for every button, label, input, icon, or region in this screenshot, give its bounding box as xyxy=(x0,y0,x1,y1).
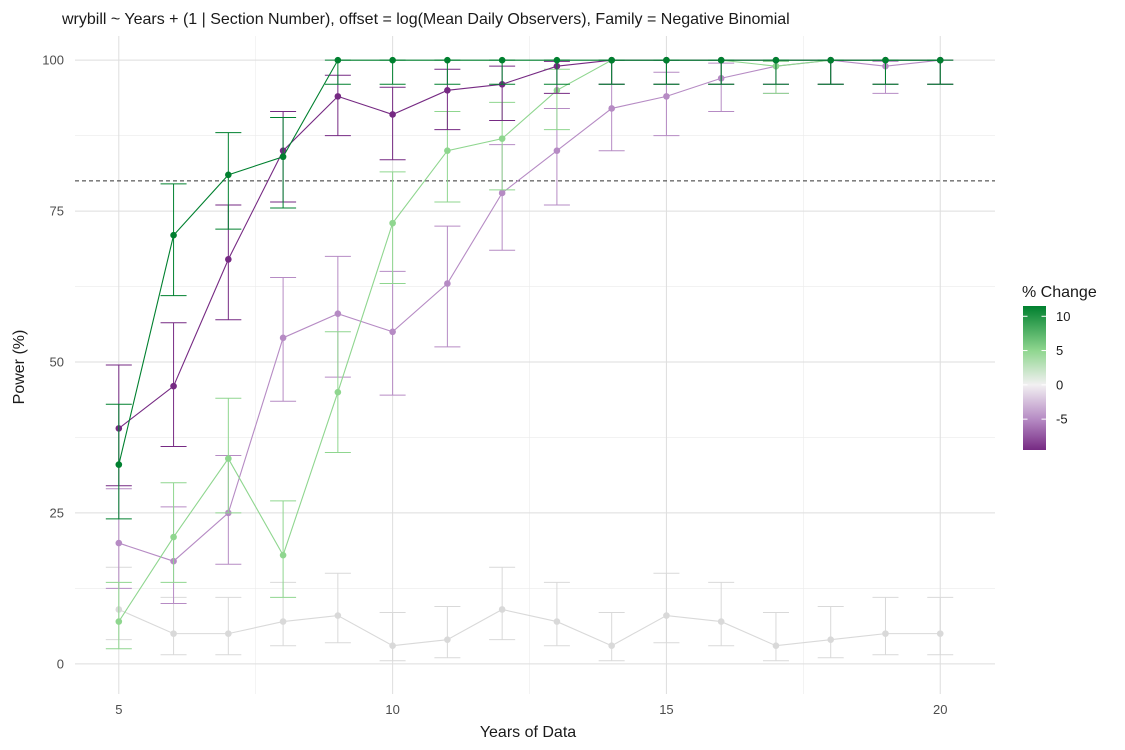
data-point xyxy=(772,642,780,650)
x-tick-label: 10 xyxy=(385,702,399,717)
series-line xyxy=(118,608,941,647)
data-point xyxy=(553,618,561,625)
data-point xyxy=(553,56,561,64)
data-point xyxy=(444,147,451,154)
series xyxy=(105,566,954,662)
series-group xyxy=(105,56,954,662)
x-tick-label: 5 xyxy=(115,702,122,717)
y-tick-label: 25 xyxy=(50,505,64,520)
x-axis-title: Years of Data xyxy=(480,724,576,741)
data-point xyxy=(170,382,177,390)
legend-tick-label: 10 xyxy=(1056,309,1070,324)
data-point xyxy=(115,461,123,468)
legend-tick-label: 0 xyxy=(1056,377,1063,392)
data-point xyxy=(772,56,780,64)
x-tick-label: 20 xyxy=(933,702,947,717)
data-point xyxy=(225,455,232,462)
series xyxy=(105,56,954,520)
data-point xyxy=(936,630,944,637)
data-point xyxy=(225,256,232,263)
grid xyxy=(75,36,995,694)
data-point xyxy=(279,334,287,342)
data-point xyxy=(170,231,177,239)
x-tick-label: 15 xyxy=(659,702,673,717)
data-point xyxy=(444,280,451,287)
data-point xyxy=(663,612,670,619)
y-tick-label: 50 xyxy=(50,354,64,369)
data-point xyxy=(334,612,342,619)
data-point xyxy=(936,56,944,64)
plot-panel xyxy=(75,36,995,694)
data-point xyxy=(334,310,342,317)
y-tick-label: 75 xyxy=(50,204,64,219)
data-point xyxy=(444,56,451,64)
legend: % Change 10 5 0 -5 xyxy=(1022,284,1097,450)
data-point xyxy=(717,56,725,64)
data-point xyxy=(553,147,561,154)
data-point xyxy=(389,328,396,336)
data-point xyxy=(498,606,506,613)
data-point xyxy=(882,56,889,64)
data-point xyxy=(170,533,177,541)
data-point xyxy=(608,56,615,64)
data-point xyxy=(225,171,232,179)
data-point xyxy=(498,189,506,197)
data-point xyxy=(389,219,396,227)
series-line xyxy=(118,59,941,465)
data-point xyxy=(389,111,396,118)
data-point xyxy=(115,618,123,625)
data-point xyxy=(389,642,396,650)
data-point xyxy=(882,630,889,637)
data-point xyxy=(170,630,177,637)
data-point xyxy=(279,153,287,161)
data-point xyxy=(115,539,123,547)
data-point xyxy=(334,93,342,100)
data-point xyxy=(827,56,835,64)
data-point xyxy=(334,388,342,396)
y-tick-label: 0 xyxy=(57,656,64,671)
legend-tick-label: -5 xyxy=(1056,412,1068,427)
legend-colorbar xyxy=(1023,306,1046,450)
data-point xyxy=(827,636,835,643)
chart-title: wrybill ~ Years + (1 | Section Number), … xyxy=(61,11,790,28)
data-point xyxy=(498,56,506,64)
data-point xyxy=(279,551,287,559)
data-point xyxy=(389,56,396,64)
data-point xyxy=(334,56,342,64)
data-point xyxy=(444,87,451,94)
legend-tick-label: 5 xyxy=(1056,343,1063,358)
data-point xyxy=(444,636,451,643)
y-tick-label: 100 xyxy=(42,53,64,68)
data-point xyxy=(225,630,232,637)
data-point xyxy=(663,93,670,100)
legend-title: % Change xyxy=(1022,284,1097,301)
data-point xyxy=(717,618,725,625)
y-axis-title: Power (%) xyxy=(11,330,28,405)
data-point xyxy=(663,56,670,64)
data-point xyxy=(608,642,615,650)
data-point xyxy=(608,105,615,112)
series-line xyxy=(118,59,941,622)
data-point xyxy=(279,618,287,625)
data-point xyxy=(498,135,506,142)
axes: 5 10 15 20 0 25 50 75 100 xyxy=(42,53,947,717)
